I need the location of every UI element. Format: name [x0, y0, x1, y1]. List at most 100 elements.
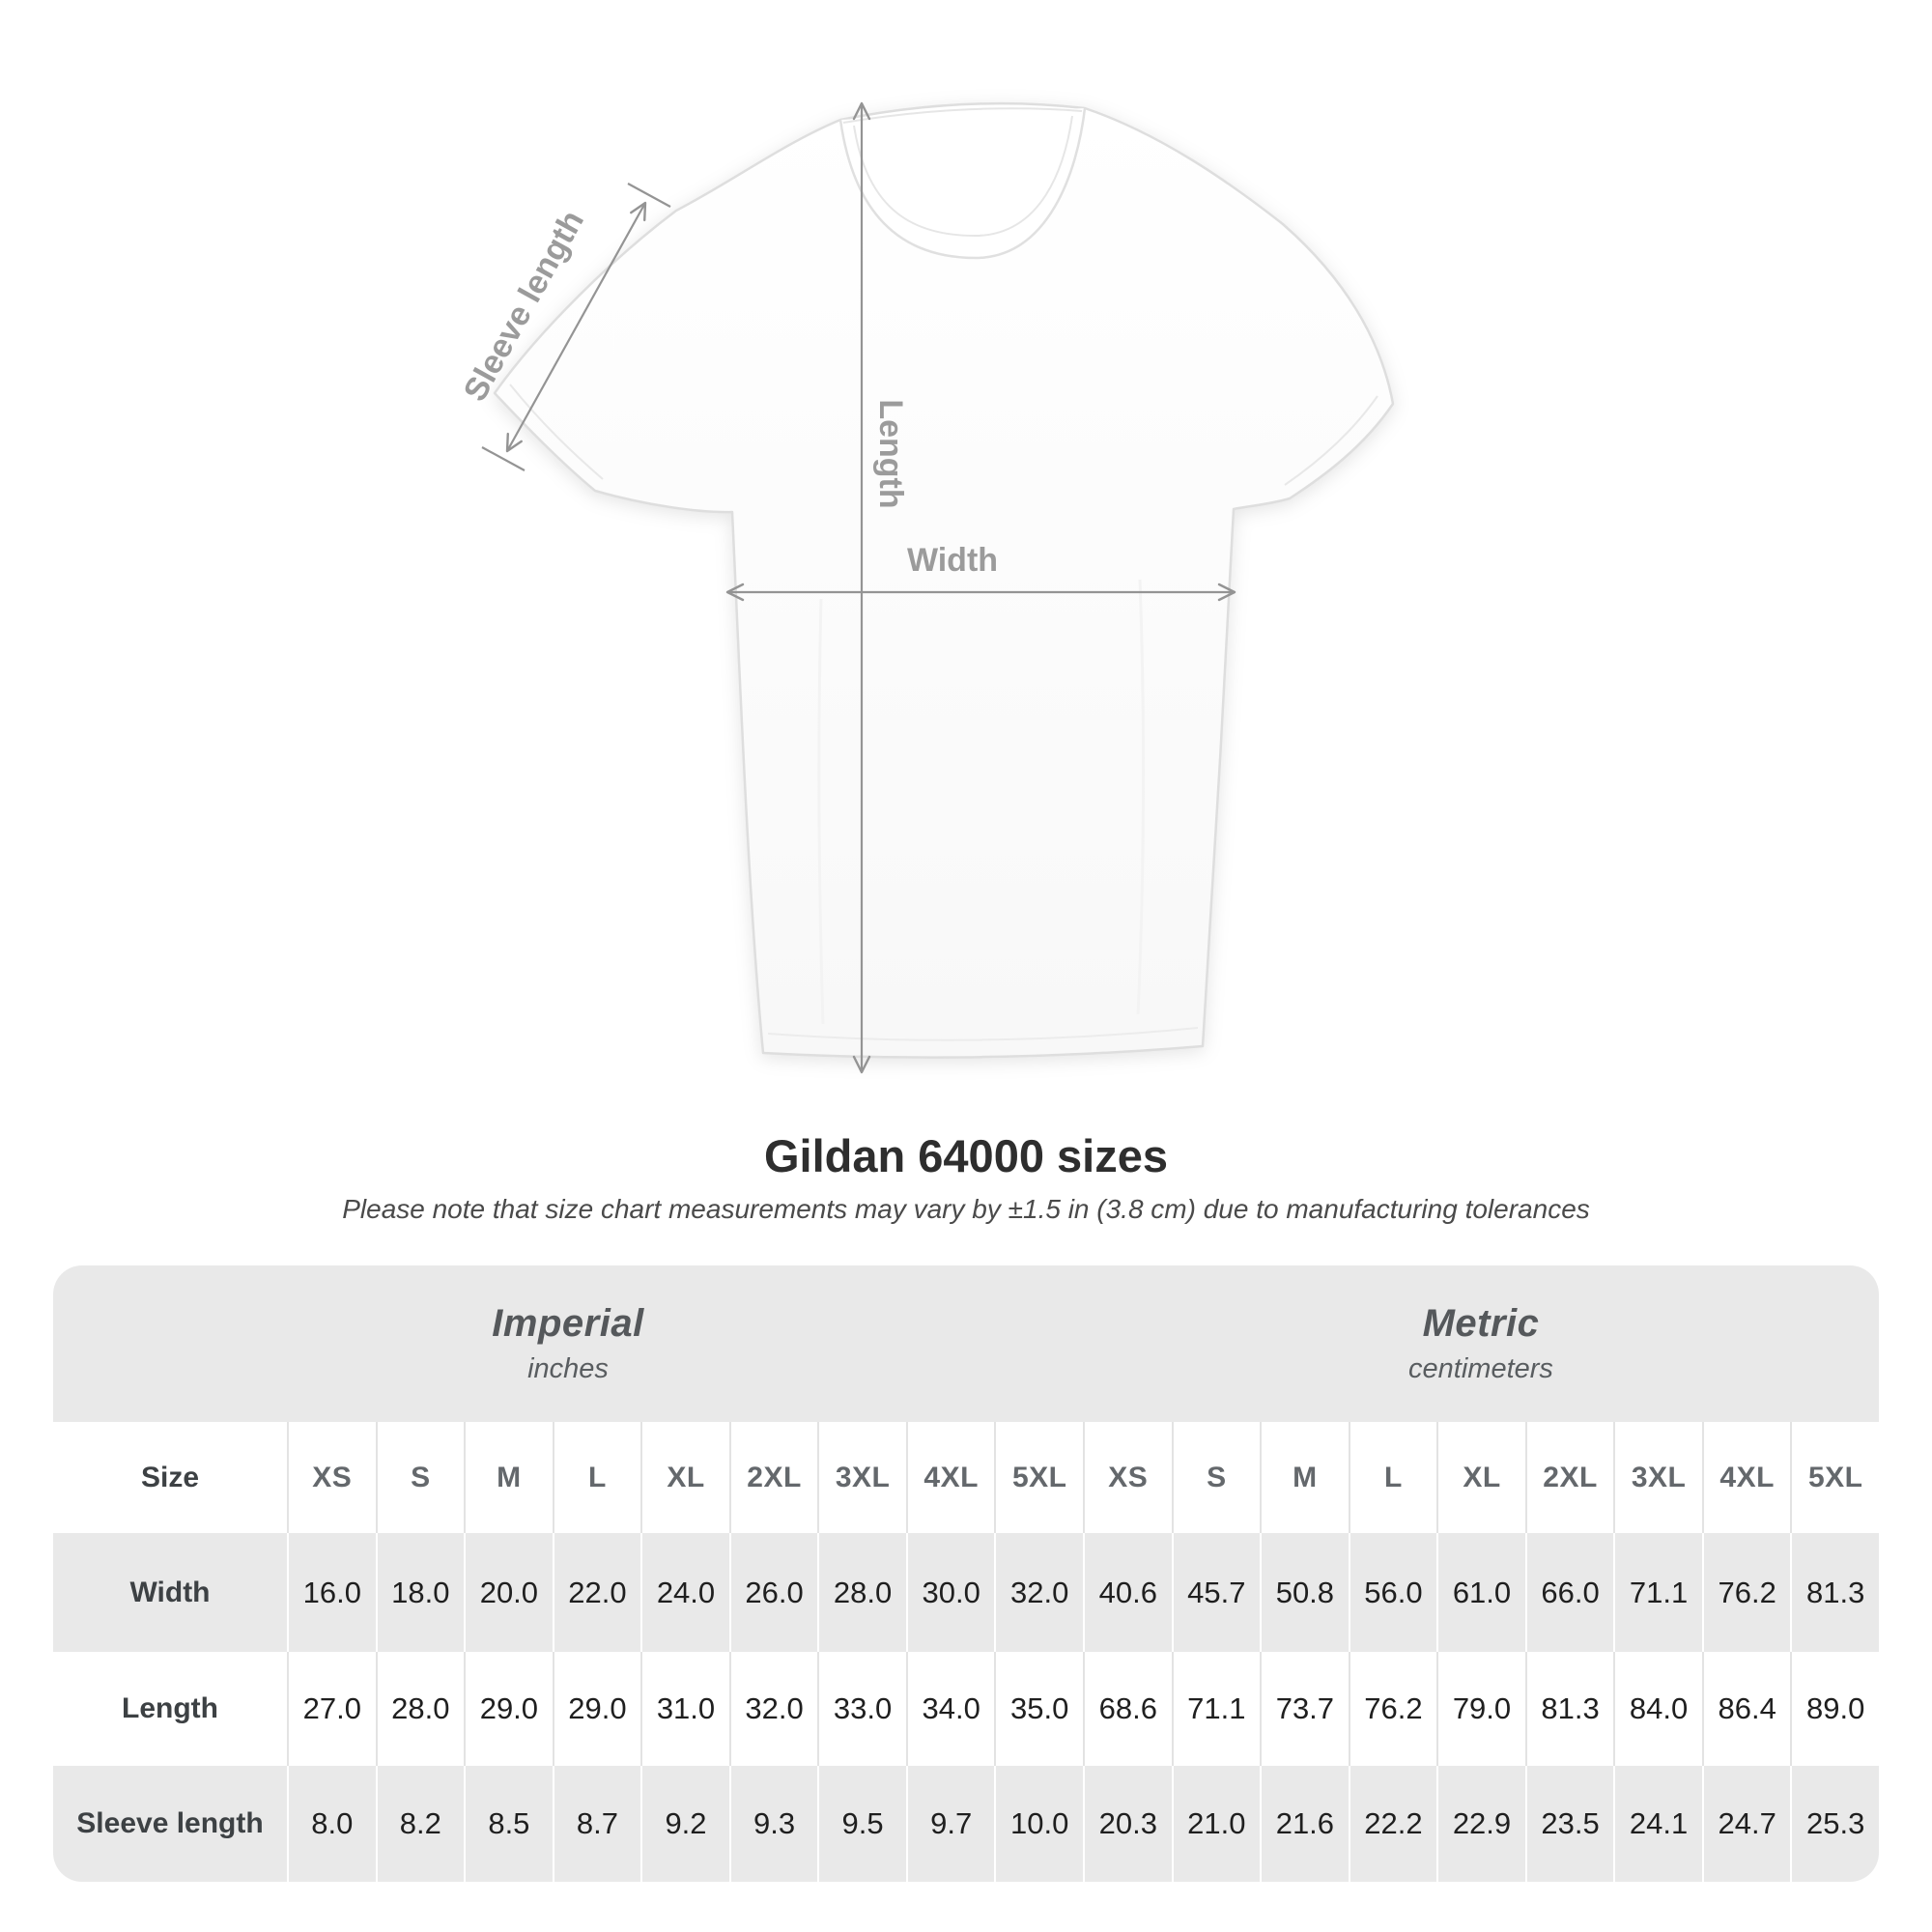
value-cell-imperial: 26.0 — [728, 1533, 818, 1652]
value-cell-metric: 66.0 — [1524, 1533, 1614, 1652]
value-cell-metric: 23.5 — [1524, 1766, 1614, 1882]
value-cell-imperial: 10.0 — [994, 1766, 1083, 1882]
size-col-header-metric: 3XL — [1613, 1422, 1702, 1533]
value-cell-imperial: 34.0 — [905, 1652, 995, 1766]
value-cell-imperial: 28.0 — [817, 1533, 906, 1652]
value-cell-metric: 24.7 — [1701, 1766, 1791, 1882]
value-cell-metric: 84.0 — [1613, 1652, 1702, 1766]
row-label: Length — [122, 1692, 218, 1724]
value-cell-imperial: 16.0 — [287, 1533, 376, 1652]
value-cell-imperial: 28.0 — [375, 1652, 465, 1766]
value-cell-metric: 40.6 — [1083, 1533, 1172, 1652]
unit-group-metric: Metric centimeters — [1083, 1265, 1879, 1422]
value-cell-metric: 71.1 — [1171, 1652, 1261, 1766]
sleeve-length-arrow — [505, 201, 647, 453]
size-col-header-imperial: XS — [287, 1422, 376, 1533]
value-cell-metric: 50.8 — [1260, 1533, 1349, 1652]
value-cell-metric: 25.3 — [1790, 1766, 1879, 1882]
wrinkle-line — [1136, 579, 1146, 1015]
value-cell-imperial: 31.0 — [640, 1652, 729, 1766]
value-cell-imperial: 32.0 — [994, 1533, 1083, 1652]
size-col-header-imperial: XL — [640, 1422, 729, 1533]
size-col-header-imperial: L — [552, 1422, 641, 1533]
value-cell-imperial: 9.5 — [817, 1766, 906, 1882]
value-cell-imperial: 20.0 — [464, 1533, 553, 1652]
back-collar-line — [842, 107, 1083, 124]
value-cell-imperial: 22.0 — [552, 1533, 641, 1652]
size-col-header-metric: XS — [1083, 1422, 1172, 1533]
unit-group-imperial: Imperial inches — [53, 1265, 1083, 1422]
value-cell-imperial: 33.0 — [817, 1652, 906, 1766]
value-cell-imperial: 8.0 — [287, 1766, 376, 1882]
value-cell-imperial: 8.7 — [552, 1766, 641, 1882]
value-cell-metric: 45.7 — [1171, 1533, 1261, 1652]
value-cell-imperial: 29.0 — [464, 1652, 553, 1766]
size-col-header-metric: L — [1348, 1422, 1437, 1533]
value-cell-imperial: 24.0 — [640, 1533, 729, 1652]
value-cell-metric: 89.0 — [1790, 1652, 1879, 1766]
size-col-header-metric: S — [1171, 1422, 1261, 1533]
wrinkle-line — [817, 598, 825, 1025]
value-cell-imperial: 8.5 — [464, 1766, 553, 1882]
value-cell-imperial: 29.0 — [552, 1652, 641, 1766]
right-cuff-seam — [1284, 395, 1378, 486]
size-col-header-metric: 5XL — [1790, 1422, 1879, 1533]
size-col-header-metric: 4XL — [1701, 1422, 1791, 1533]
value-cell-metric: 86.4 — [1701, 1652, 1791, 1766]
value-cell-metric: 21.0 — [1171, 1766, 1261, 1882]
row-label: Width — [53, 1533, 287, 1652]
page-title: Gildan 64000 sizes — [763, 1130, 1169, 1181]
tshirt-graphic — [493, 101, 1395, 1059]
value-cell-imperial: 9.7 — [905, 1766, 995, 1882]
size-col-header-metric: 2XL — [1524, 1422, 1614, 1533]
value-cell-metric: 76.2 — [1348, 1652, 1437, 1766]
size-col-header-imperial: S — [375, 1422, 465, 1533]
value-cell-metric: 68.6 — [1083, 1652, 1172, 1766]
value-cell-metric: 76.2 — [1701, 1533, 1791, 1652]
value-cell-imperial: 9.3 — [728, 1766, 818, 1882]
size-col-header-imperial: M — [464, 1422, 553, 1533]
value-cell-metric: 79.0 — [1436, 1652, 1525, 1766]
value-cell-metric: 21.6 — [1260, 1766, 1349, 1882]
value-cell-imperial: 32.0 — [728, 1652, 818, 1766]
size-col-header-imperial: 4XL — [905, 1422, 995, 1533]
value-cell-metric: 20.3 — [1083, 1766, 1172, 1882]
value-cell-imperial: 35.0 — [994, 1652, 1083, 1766]
size-table: Imperial inches Metric centimeters Size X… — [53, 1265, 1879, 1882]
value-cell-metric: 81.3 — [1790, 1533, 1879, 1652]
value-cell-metric: 71.1 — [1613, 1533, 1702, 1652]
size-col-header-imperial: 3XL — [817, 1422, 906, 1533]
unit-group-imperial-unit: inches — [527, 1353, 609, 1384]
value-cell-imperial: 30.0 — [905, 1533, 995, 1652]
size-col-header-imperial: 2XL — [728, 1422, 818, 1533]
size-col-header-metric: XL — [1436, 1422, 1525, 1533]
value-cell-imperial: 9.2 — [640, 1766, 729, 1882]
value-cell-metric: 56.0 — [1348, 1533, 1437, 1652]
unit-group-metric-unit: centimeters — [1408, 1353, 1553, 1384]
sleeve-arrow-end-tick — [481, 446, 526, 471]
row-label: Sleeve length — [53, 1766, 287, 1882]
value-cell-metric: 73.7 — [1260, 1652, 1349, 1766]
size-row-header: Size — [140, 1461, 200, 1493]
value-cell-metric: 22.9 — [1436, 1766, 1525, 1882]
value-cell-metric: 22.2 — [1348, 1766, 1437, 1882]
value-cell-metric: 81.3 — [1524, 1652, 1614, 1766]
width-label: Width — [907, 542, 998, 579]
sleeve-arrow-end-tick — [627, 183, 671, 208]
length-label: Length — [872, 399, 909, 508]
dimension-arrows — [481, 101, 1236, 1074]
value-cell-imperial: 8.2 — [375, 1766, 465, 1882]
tshirt-measurement-diagram: Sleeve length Length Width — [457, 101, 1395, 1074]
unit-group-metric-label: Metric — [1422, 1302, 1540, 1345]
value-cell-imperial: 18.0 — [375, 1533, 465, 1652]
value-cell-metric: 61.0 — [1436, 1533, 1525, 1652]
collar-ribbing-line — [853, 115, 1073, 238]
hem-seam — [767, 1027, 1199, 1041]
value-cell-metric: 24.1 — [1613, 1766, 1702, 1882]
tolerance-note: Please note that size chart measurements… — [342, 1194, 1590, 1224]
value-cell-imperial: 27.0 — [287, 1652, 376, 1766]
size-col-header-metric: M — [1260, 1422, 1349, 1533]
unit-group-imperial-label: Imperial — [492, 1302, 644, 1345]
size-col-header-imperial: 5XL — [994, 1422, 1083, 1533]
